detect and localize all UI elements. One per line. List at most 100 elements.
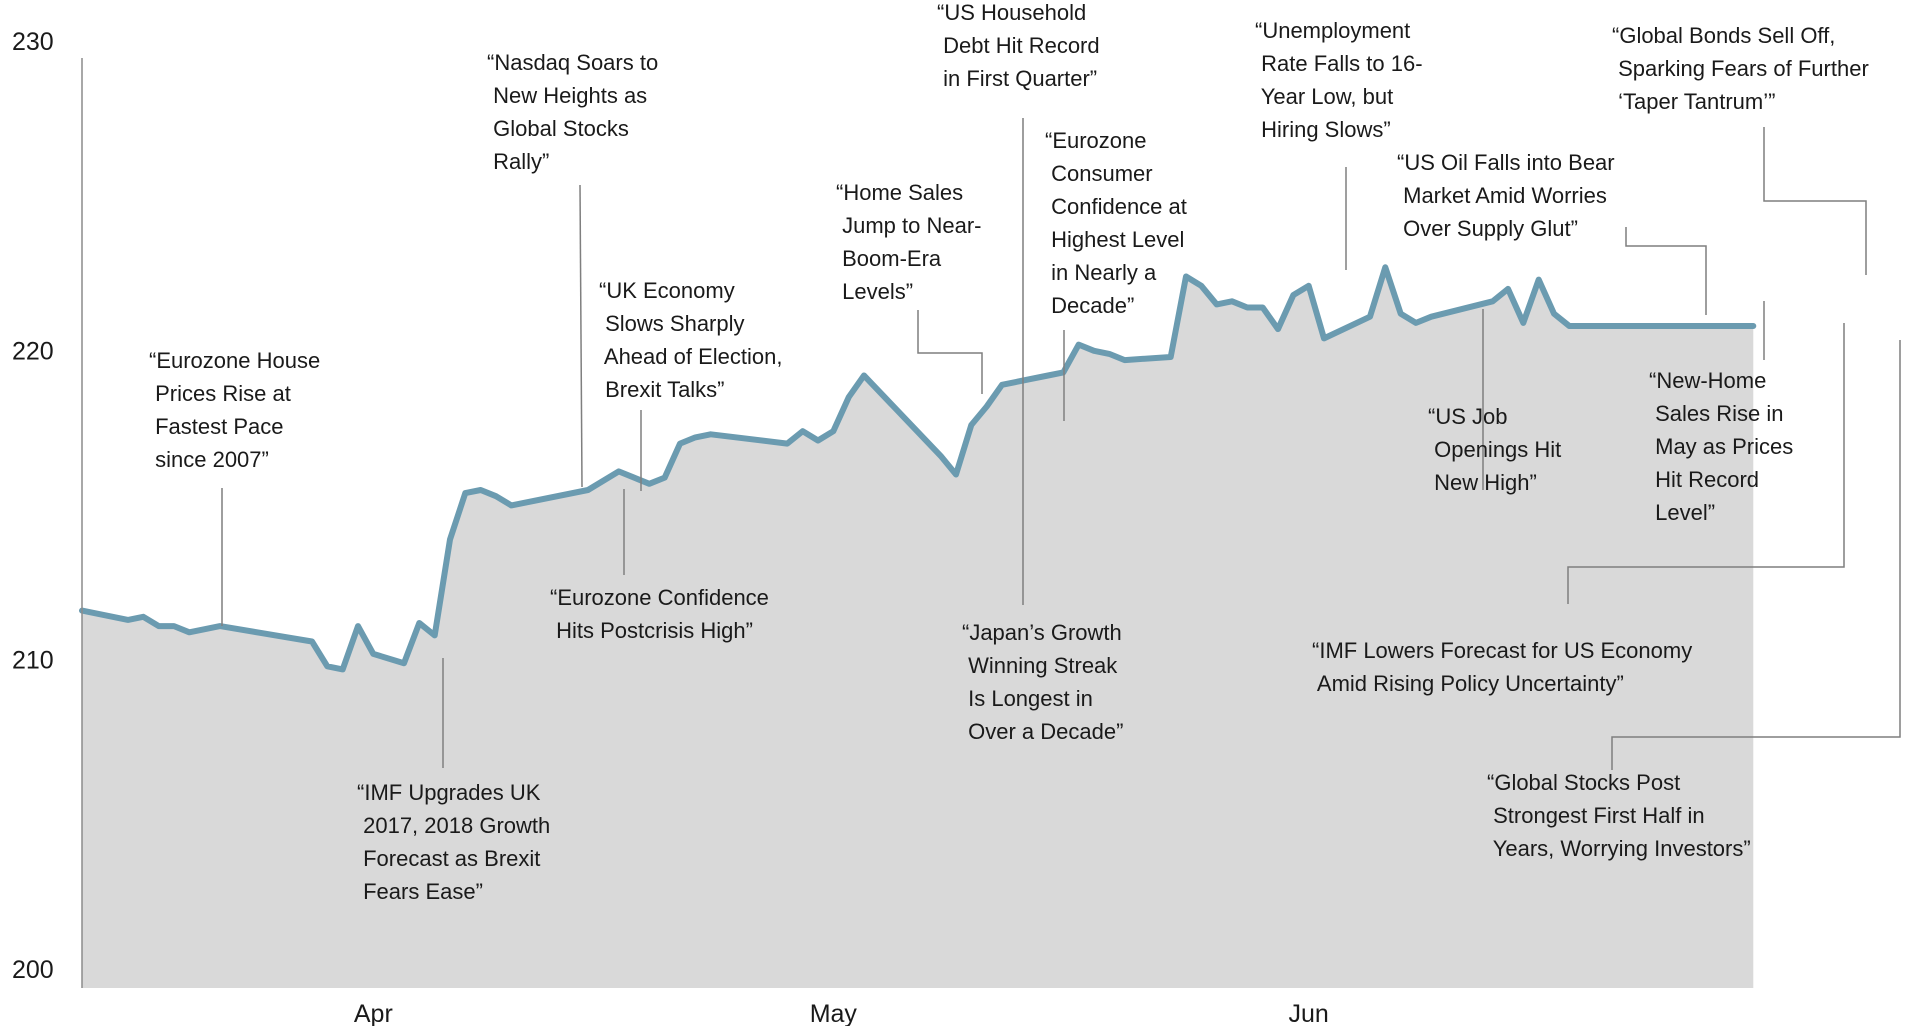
annotation-line: Amid Rising Policy Uncertainty”: [1312, 671, 1624, 696]
annotation-line: “Unemployment: [1255, 18, 1410, 43]
x-tick-label: Jun: [1289, 1000, 1329, 1026]
annotation-line: “Global Stocks Post: [1487, 770, 1680, 795]
annotation-text: “Eurozone House Prices Rise at Fastest P…: [149, 348, 320, 472]
annotation: “Eurozone Consumer Confidence at Highest…: [1045, 128, 1187, 421]
annotation-text: “Japan’s Growth Winning Streak Is Longes…: [962, 620, 1123, 744]
annotation: “Unemployment Rate Falls to 16- Year Low…: [1255, 18, 1423, 270]
annotation-line: Is Longest in: [962, 686, 1093, 711]
annotation-line: “Eurozone: [1045, 128, 1147, 153]
annotation-text: “Eurozone Consumer Confidence at Highest…: [1045, 128, 1187, 318]
annotation: “IMF Upgrades UK 2017, 2018 Growth Forec…: [357, 658, 550, 904]
annotation-line: Slows Sharply: [599, 311, 745, 336]
annotation-text: “Home Sales Jump to Near- Boom-Era Level…: [836, 180, 982, 304]
annotation: “US Household Debt Hit Record in First Q…: [937, 0, 1100, 452]
annotation-line: Hiring Slows”: [1255, 117, 1391, 142]
annotation-line: Ahead of Election,: [599, 344, 782, 369]
annotation-line: May as Prices: [1649, 434, 1793, 459]
annotation-line: Highest Level: [1045, 227, 1184, 252]
annotation-text: “Global Stocks Post Strongest First Half…: [1487, 770, 1751, 861]
annotation-line: “Home Sales: [836, 180, 963, 205]
annotation-line: Strongest First Half in: [1487, 803, 1705, 828]
annotation-line: Debt Hit Record: [937, 33, 1100, 58]
annotation-line: Decade”: [1045, 293, 1134, 318]
annotation-line: “Eurozone Confidence: [550, 585, 769, 610]
annotation: “Eurozone Confidence Hits Postcrisis Hig…: [550, 489, 769, 643]
annotation-line: in First Quarter”: [937, 66, 1097, 91]
annotation-text: “Unemployment Rate Falls to 16- Year Low…: [1255, 18, 1423, 142]
x-tick-label: Apr: [354, 1000, 393, 1026]
y-tick-label: 220: [12, 337, 54, 365]
annotation-leader-line: [1611, 340, 1901, 770]
x-tick-label: May: [810, 1000, 858, 1026]
annotation: “US Oil Falls into Bear Market Amid Worr…: [1397, 150, 1707, 315]
annotation-line: “IMF Upgrades UK: [357, 780, 541, 805]
annotation: “IMF Lowers Forecast for US Economy Amid…: [1312, 323, 1845, 696]
annotation-text: “IMF Upgrades UK 2017, 2018 Growth Forec…: [357, 780, 550, 904]
annotation-line: “New-Home: [1649, 368, 1766, 393]
annotation-leader-line: [1763, 127, 1867, 275]
annotation-line: “IMF Lowers Forecast for US Economy: [1312, 638, 1692, 663]
annotation-line: Sparking Fears of Further: [1612, 56, 1869, 81]
annotation-text: “US Oil Falls into Bear Market Amid Worr…: [1397, 150, 1615, 241]
annotation-leader-line: [579, 184, 583, 488]
annotation: “Global Stocks Post Strongest First Half…: [1487, 340, 1901, 861]
annotation-line: Prices Rise at: [149, 381, 291, 406]
annotation-text: “Eurozone Confidence Hits Postcrisis Hig…: [550, 585, 769, 643]
annotation-line: Boom-Era: [836, 246, 942, 271]
annotation-line: Sales Rise in: [1649, 401, 1784, 426]
annotation-line: 2017, 2018 Growth: [357, 813, 550, 838]
y-tick-label: 210: [12, 647, 54, 675]
series-area: [82, 267, 1754, 988]
annotation-line: New High”: [1428, 470, 1537, 495]
annotation-text: “Global Bonds Sell Off, Sparking Fears o…: [1612, 23, 1869, 114]
annotation-line: Fears Ease”: [357, 879, 483, 904]
annotation-line: “Nasdaq Soars to: [487, 50, 658, 75]
annotation-line: Consumer: [1045, 161, 1153, 186]
annotation-line: since 2007”: [149, 447, 269, 472]
annotations: “Eurozone House Prices Rise at Fastest P…: [149, 0, 1901, 904]
annotation-line: ‘Taper Tantrum’”: [1612, 89, 1775, 114]
annotation-line: “Japan’s Growth: [962, 620, 1122, 645]
annotation-line: “US Oil Falls into Bear: [1397, 150, 1615, 175]
annotation-text: “UK Economy Slows Sharply Ahead of Elect…: [599, 278, 782, 402]
y-tick-label: 200: [12, 956, 54, 984]
annotation-line: Openings Hit: [1428, 437, 1561, 462]
annotation-line: in Nearly a: [1045, 260, 1157, 285]
series-line: [79, 264, 1757, 673]
annotation-line: Market Amid Worries: [1397, 183, 1607, 208]
annotation-line: Brexit Talks”: [599, 377, 725, 402]
annotation-line: Over a Decade”: [962, 719, 1123, 744]
annotation-line: Jump to Near-: [836, 213, 982, 238]
annotation-line: Confidence at: [1045, 194, 1187, 219]
annotation-text: “New-Home Sales Rise in May as Prices Hi…: [1649, 368, 1793, 525]
annotation: “Global Bonds Sell Off, Sparking Fears o…: [1612, 23, 1869, 275]
annotation-text: “IMF Lowers Forecast for US Economy Amid…: [1312, 638, 1692, 696]
annotation-text: “US Job Openings Hit New High”: [1428, 404, 1561, 495]
annotation: “Eurozone House Prices Rise at Fastest P…: [149, 348, 320, 626]
annotation-text: “US Household Debt Hit Record in First Q…: [937, 0, 1100, 91]
annotation-line: Rally”: [487, 149, 549, 174]
annotation-line: Levels”: [836, 279, 913, 304]
annotation-line: Forecast as Brexit: [357, 846, 540, 871]
annotation-line: “US Household: [937, 0, 1086, 25]
annotation-leader-line: [1625, 227, 1707, 315]
annotation-line: Level”: [1649, 500, 1715, 525]
axis-ticks: 200 210 220 230 Apr May Jun: [12, 28, 1329, 1026]
annotation-line: Year Low, but: [1255, 84, 1393, 109]
annotation: “Japan’s Growth Winning Streak Is Longes…: [962, 452, 1123, 744]
annotation-line: Winning Streak: [962, 653, 1118, 678]
annotation: “UK Economy Slows Sharply Ahead of Elect…: [599, 278, 782, 491]
annotation-line: Rate Falls to 16-: [1255, 51, 1423, 76]
annotation: “Home Sales Jump to Near- Boom-Era Level…: [836, 180, 983, 394]
annotation-leader-line: [1567, 323, 1845, 604]
annotation-line: Over Supply Glut”: [1397, 216, 1578, 241]
annotation-line: New Heights as: [487, 83, 647, 108]
annotation-line: Years, Worrying Investors”: [1487, 836, 1751, 861]
annotation: “New-Home Sales Rise in May as Prices Hi…: [1649, 301, 1793, 525]
annotation-line: “US Job: [1428, 404, 1507, 429]
annotation-line: Fastest Pace: [149, 414, 284, 439]
annotation: “US Job Openings Hit New High”: [1428, 309, 1561, 495]
annotation-line: Hits Postcrisis High”: [550, 618, 753, 643]
annotation-line: “Global Bonds Sell Off,: [1612, 23, 1835, 48]
annotation-line: Global Stocks: [487, 116, 629, 141]
